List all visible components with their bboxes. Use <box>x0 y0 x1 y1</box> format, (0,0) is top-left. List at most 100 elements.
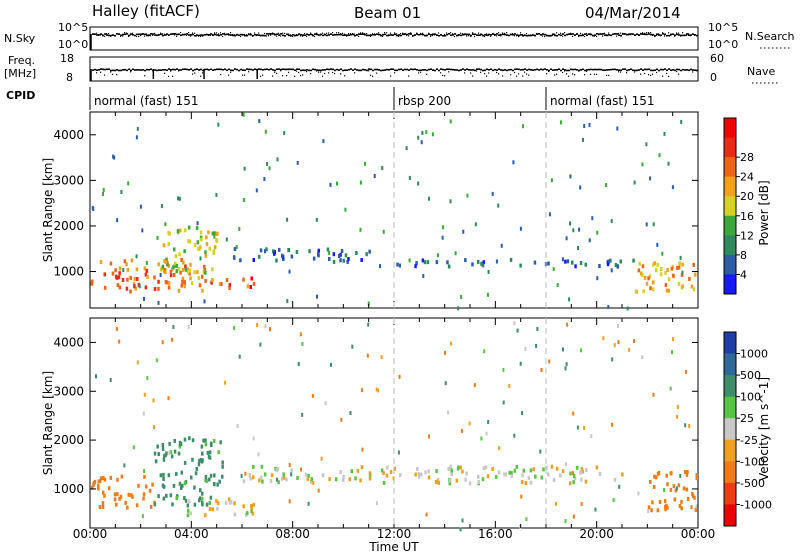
scatter-cell <box>680 499 683 504</box>
scatter-cell <box>186 503 190 508</box>
scatter-cell <box>142 496 145 501</box>
scatter-cell <box>594 507 597 512</box>
scatter-cell <box>457 306 460 311</box>
nsky-trace <box>214 33 216 36</box>
nsearch-trace <box>370 35 372 37</box>
scatter-cell <box>431 132 434 137</box>
scatter-cell <box>102 476 105 480</box>
scatter-cell <box>328 477 331 482</box>
nsky-trace <box>176 33 178 36</box>
scatter-cell <box>564 259 567 264</box>
scatter-cell <box>334 477 338 482</box>
scatter-cell <box>459 527 462 532</box>
freq-trace <box>144 69 146 72</box>
nsky-trace <box>126 33 128 35</box>
scatter-cell <box>670 266 674 271</box>
scatter-cell <box>181 279 184 284</box>
freq-trace <box>226 69 228 72</box>
scatter-cell <box>208 450 212 455</box>
scatter-cell <box>524 481 527 485</box>
scatter-cell <box>520 480 524 485</box>
scatter-cell <box>258 478 261 483</box>
scatter-cell <box>263 472 267 477</box>
nave-trace <box>522 75 524 77</box>
nsearch-trace <box>320 34 322 36</box>
freq-trace <box>574 68 576 71</box>
scatter-cell <box>204 442 208 447</box>
scatter-cell <box>649 176 652 181</box>
freq-trace <box>650 69 652 72</box>
nsky-trace <box>578 34 580 37</box>
scatter-cell <box>695 504 698 509</box>
freq-trace <box>380 69 382 72</box>
scatter-cell <box>680 272 684 277</box>
nsky-trace <box>270 33 272 35</box>
scatter-cell <box>238 354 241 359</box>
scatter-cell <box>225 500 228 505</box>
nsearch-trace <box>298 34 300 36</box>
scatter-cell <box>162 457 166 462</box>
nave-trace <box>666 72 668 75</box>
scatter-cell <box>596 230 599 235</box>
nave-trace <box>488 72 490 74</box>
scatter-cell <box>114 268 117 273</box>
nsearch-trace <box>580 32 582 34</box>
nsearch-trace <box>188 32 190 34</box>
nsky-trace <box>248 33 250 36</box>
scatter-cell <box>684 423 687 428</box>
scatter-cell <box>204 513 207 518</box>
scatter-cell <box>359 180 362 185</box>
freq-trace <box>156 69 158 72</box>
nave-trace <box>692 71 694 73</box>
scatter-cell <box>199 488 202 493</box>
scatter-cell <box>580 348 582 353</box>
nave-trace <box>662 75 664 77</box>
colorbar-frame <box>723 331 737 527</box>
freq-trace <box>204 68 206 71</box>
nsearch-trace <box>606 34 608 36</box>
scatter-cell <box>671 273 675 278</box>
scatter-cell <box>659 267 663 271</box>
colorbar-band <box>724 176 736 197</box>
scatter-cell <box>449 199 452 204</box>
scatter-cell <box>235 245 238 250</box>
freq-trace <box>96 69 98 71</box>
scatter-cell <box>259 342 262 347</box>
scatter-cell <box>115 326 118 331</box>
freq-trace <box>260 68 262 71</box>
scatter-cell <box>161 340 164 345</box>
freq-trace <box>316 69 318 71</box>
scatter-cell <box>109 475 112 480</box>
scatter-cell <box>647 509 650 514</box>
freq-trace <box>502 69 504 72</box>
x-tick-label: 00:00 <box>681 527 716 541</box>
nsearch-trace <box>142 33 144 36</box>
scatter-cell <box>417 472 420 477</box>
nsearch-trace <box>354 33 356 35</box>
scatter-cell <box>368 471 372 476</box>
nsearch-trace <box>612 33 614 35</box>
nsky-trace <box>608 34 610 36</box>
nave-trace <box>318 71 320 73</box>
nsearch-trace <box>534 34 536 36</box>
scatter-cell <box>273 251 276 256</box>
nave-trace <box>168 75 170 78</box>
scatter-cell <box>519 263 522 268</box>
scatter-cell <box>154 459 158 464</box>
scatter-cell <box>584 479 588 484</box>
cpid-segment-label: rbsp 200 <box>398 94 451 108</box>
freq-trace <box>140 69 142 71</box>
scatter-cell <box>186 267 189 272</box>
nsky-trace <box>292 34 294 36</box>
freq-trace <box>396 69 398 72</box>
freq-trace <box>580 69 582 71</box>
nsearch-trace <box>246 34 248 36</box>
nave-trace <box>444 75 446 77</box>
scatter-cell <box>491 467 494 471</box>
y-tick-label: 2000 <box>53 219 84 233</box>
nsky-strip <box>89 26 699 51</box>
colorbar-band <box>724 215 736 236</box>
nsky-trace <box>348 34 350 36</box>
scatter-cell <box>257 452 260 457</box>
colorbar-band <box>724 353 736 376</box>
